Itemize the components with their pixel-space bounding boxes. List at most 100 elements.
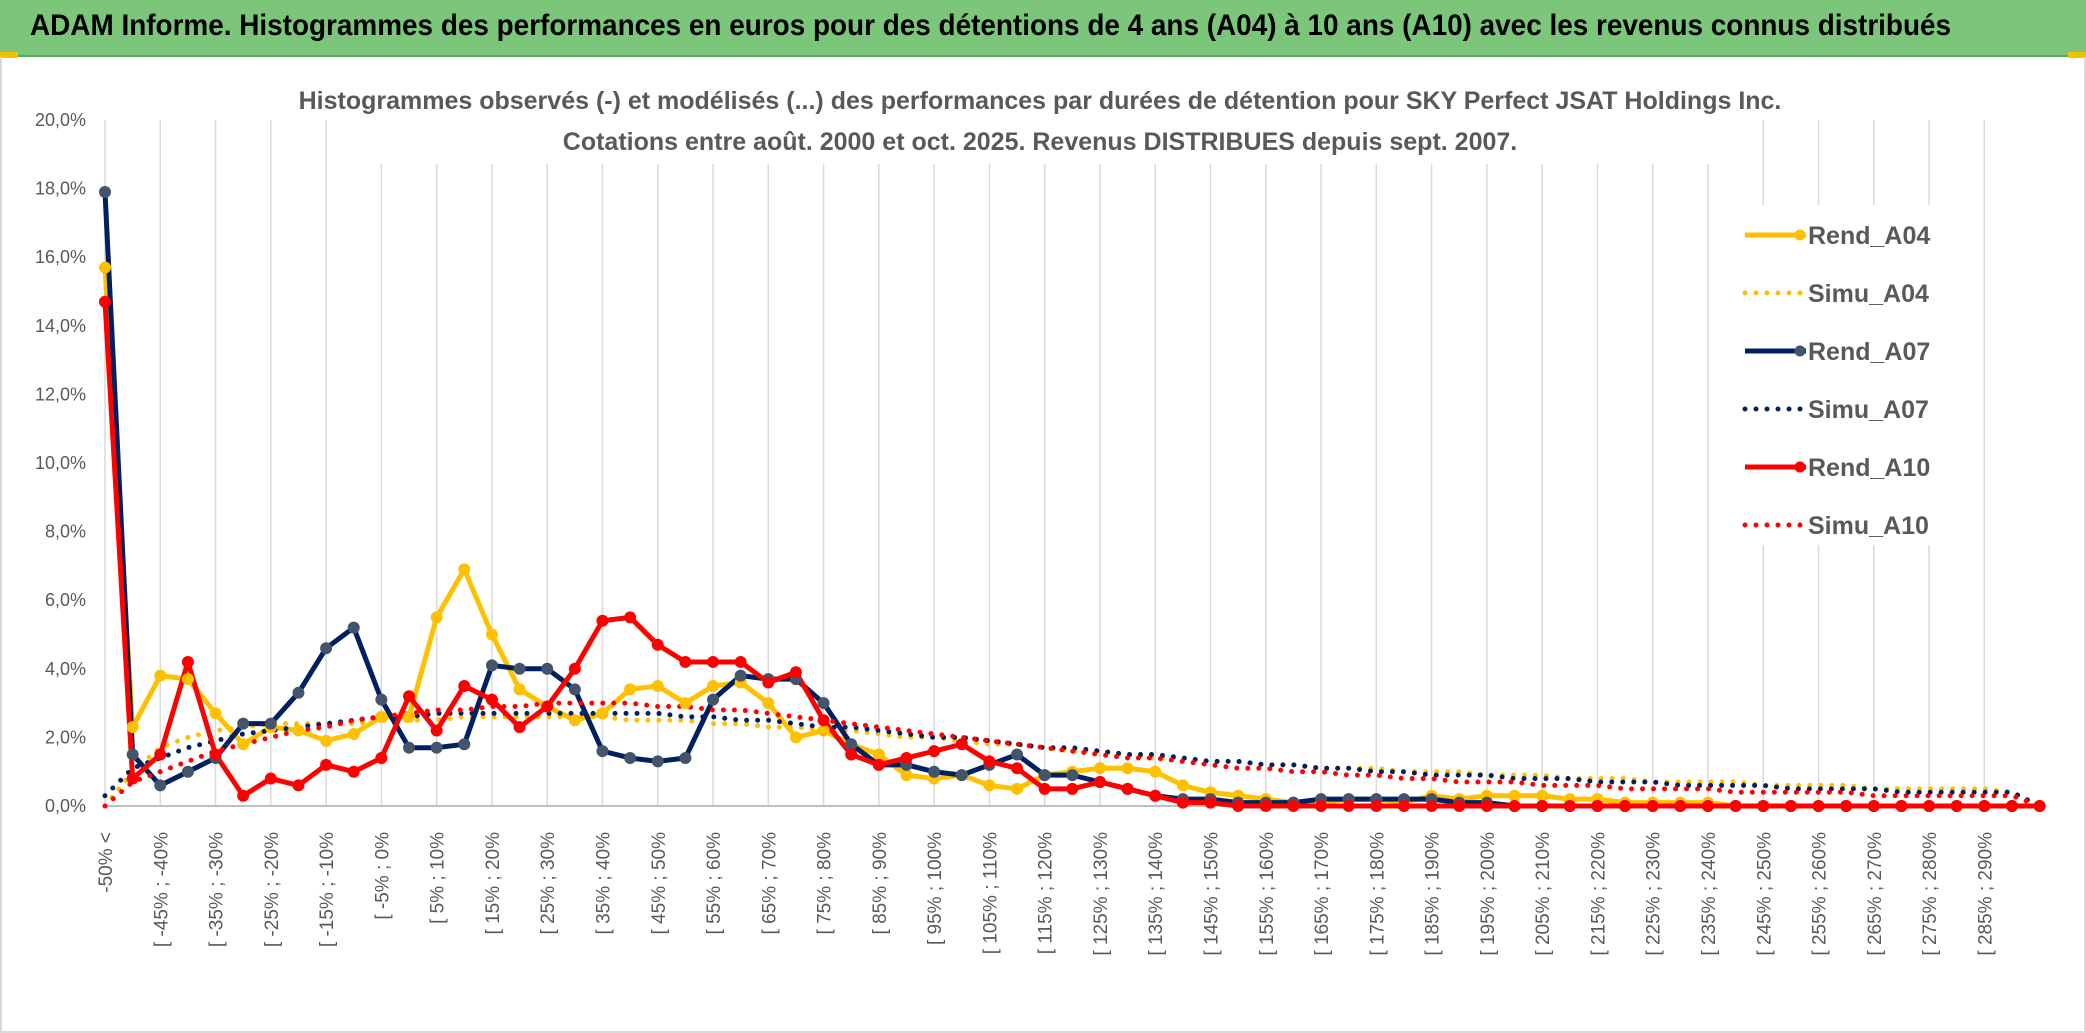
rend-a10-point	[734, 655, 747, 668]
rend-a04-point	[485, 628, 498, 641]
rend-a04-point	[1149, 765, 1162, 778]
rend-a10-point	[2006, 800, 2018, 812]
x-tick-label: [ 215% ; 220%	[1588, 832, 1609, 956]
rend-a04-point	[347, 727, 360, 740]
rend-a10-point	[1204, 796, 1217, 809]
x-tick-label: [ -45% ; -40%	[151, 832, 172, 947]
rend-a07-point	[651, 755, 664, 768]
y-tick-label: 2,0%	[45, 727, 86, 747]
rend-a10-point	[651, 638, 664, 651]
rend-a10-point	[568, 662, 581, 675]
rend-a04-point	[1536, 789, 1549, 802]
corner-mark-right	[2068, 52, 2086, 58]
rend-a07-point	[485, 659, 498, 672]
rend-a10-point	[872, 758, 885, 771]
rend-a07-point	[320, 642, 333, 655]
rend-a07-point	[1011, 748, 1024, 761]
rend-a07-point	[458, 738, 471, 751]
x-tick-label: [ 245% ; 250%	[1754, 832, 1775, 956]
rend-a10-point	[1674, 800, 1687, 812]
rend-a04-point	[651, 679, 664, 692]
rend-a07-point	[596, 745, 609, 758]
x-tick-label: [ 15% ; 20%	[483, 832, 504, 935]
rend-a10-point	[1757, 800, 1770, 812]
y-tick-label: 12,0%	[35, 384, 86, 404]
x-tick-label: [ 25% ; 30%	[538, 832, 559, 935]
y-tick-label: 0,0%	[45, 796, 86, 816]
rend-a10-point	[1923, 800, 1936, 812]
rend-a10-point	[1563, 800, 1576, 812]
report-banner: ADAM Informe. Histogrammes des performan…	[0, 0, 2086, 57]
y-tick-label: 8,0%	[45, 522, 86, 542]
rend-a10-point	[817, 714, 830, 727]
rend-a10-point	[181, 655, 194, 668]
rend-a10-point	[1591, 800, 1604, 812]
y-tick-label: 20,0%	[35, 110, 86, 130]
rend-a10-point	[1011, 762, 1024, 775]
rend-a10-point	[209, 748, 222, 761]
simu-a07-line	[102, 710, 2043, 809]
rend-a07-point	[513, 662, 526, 675]
x-axis-ticks: -50% < [ -45% ; -40% [ -35% ; -30% [ -25% ;…	[96, 832, 1996, 956]
rend-a07-point	[264, 717, 277, 730]
rend-a10-point	[292, 779, 305, 792]
legend-label-rend-a04: Rend_A04	[1808, 222, 1930, 250]
x-tick-label: [ 275% ; 280%	[1920, 832, 1941, 956]
x-tick-label: [ 35% ; 40%	[593, 832, 614, 935]
rend-a10-point	[1536, 800, 1549, 812]
rend-a07-point	[817, 697, 830, 710]
rend-a04-point	[458, 563, 471, 576]
rend-a07-point	[154, 779, 167, 792]
rend-a10-point	[1315, 800, 1328, 812]
x-tick-label: [ 225% ; 230%	[1644, 832, 1665, 956]
rend-a07-point	[568, 683, 581, 696]
rend-a07-point	[430, 741, 443, 754]
rend-a10-point	[983, 755, 996, 768]
rend-a10-point	[1950, 800, 1963, 812]
rend-a10-point	[1066, 782, 1079, 795]
rend-a07-point	[403, 741, 416, 754]
legend-marker-rend-a04	[1794, 229, 1806, 241]
x-tick-label: [ 195% ; 200%	[1478, 832, 1499, 956]
rend-a10-point	[1370, 800, 1383, 812]
title-background	[340, 80, 1760, 164]
x-tick-label: [ 145% ; 150%	[1202, 832, 1223, 956]
rend-a10-point	[154, 748, 167, 761]
rend-a10-point	[707, 655, 720, 668]
rend-a04-point	[1176, 779, 1189, 792]
rend-a07-point	[1038, 769, 1051, 782]
rend-a10-point	[679, 655, 692, 668]
legend-marker-rend-a10	[1794, 461, 1806, 473]
x-tick-label: [ 55% ; 60%	[704, 832, 725, 935]
rend-a10-point	[1480, 800, 1493, 812]
legend: Rend_A04 Simu_A04 Rend_A07 Simu_A07 Rend_A10…	[1722, 205, 1938, 545]
rend-a10-point	[1342, 800, 1355, 812]
rend-a10-point	[955, 738, 968, 751]
rend-a04-point	[1011, 782, 1024, 795]
rend-a10-point	[264, 772, 277, 785]
y-tick-label: 18,0%	[35, 179, 86, 199]
rend-a10-point	[403, 690, 416, 703]
y-tick-label: 10,0%	[35, 453, 86, 473]
rend-a10-point	[485, 693, 498, 706]
rend-a07-point	[928, 765, 941, 778]
rend-a04-point	[679, 697, 692, 710]
x-tick-label: [ 5% ; 10%	[428, 832, 449, 924]
rend-a10-point	[375, 751, 388, 764]
legend-label-simu-a07: Simu_A07	[1808, 396, 1929, 424]
rend-a07-point	[624, 751, 637, 764]
y-tick-label: 16,0%	[35, 247, 86, 267]
rend-a10-point	[1812, 800, 1825, 812]
rend-a07-point	[375, 693, 388, 706]
x-tick-label: [ 135% ; 140%	[1146, 832, 1167, 956]
legend-label-rend-a07: Rend_A07	[1808, 338, 1930, 366]
legend-label-rend-a10: Rend_A10	[1808, 454, 1930, 482]
rend-a10-point	[126, 772, 139, 785]
x-tick-label: [ -35% ; -30%	[207, 832, 228, 947]
rend-a10-point	[1038, 782, 1051, 795]
rend-a10-point	[900, 751, 913, 764]
gridlines	[104, 120, 2012, 807]
rend-a04-point	[181, 673, 194, 686]
rend-a10-point	[513, 721, 526, 734]
